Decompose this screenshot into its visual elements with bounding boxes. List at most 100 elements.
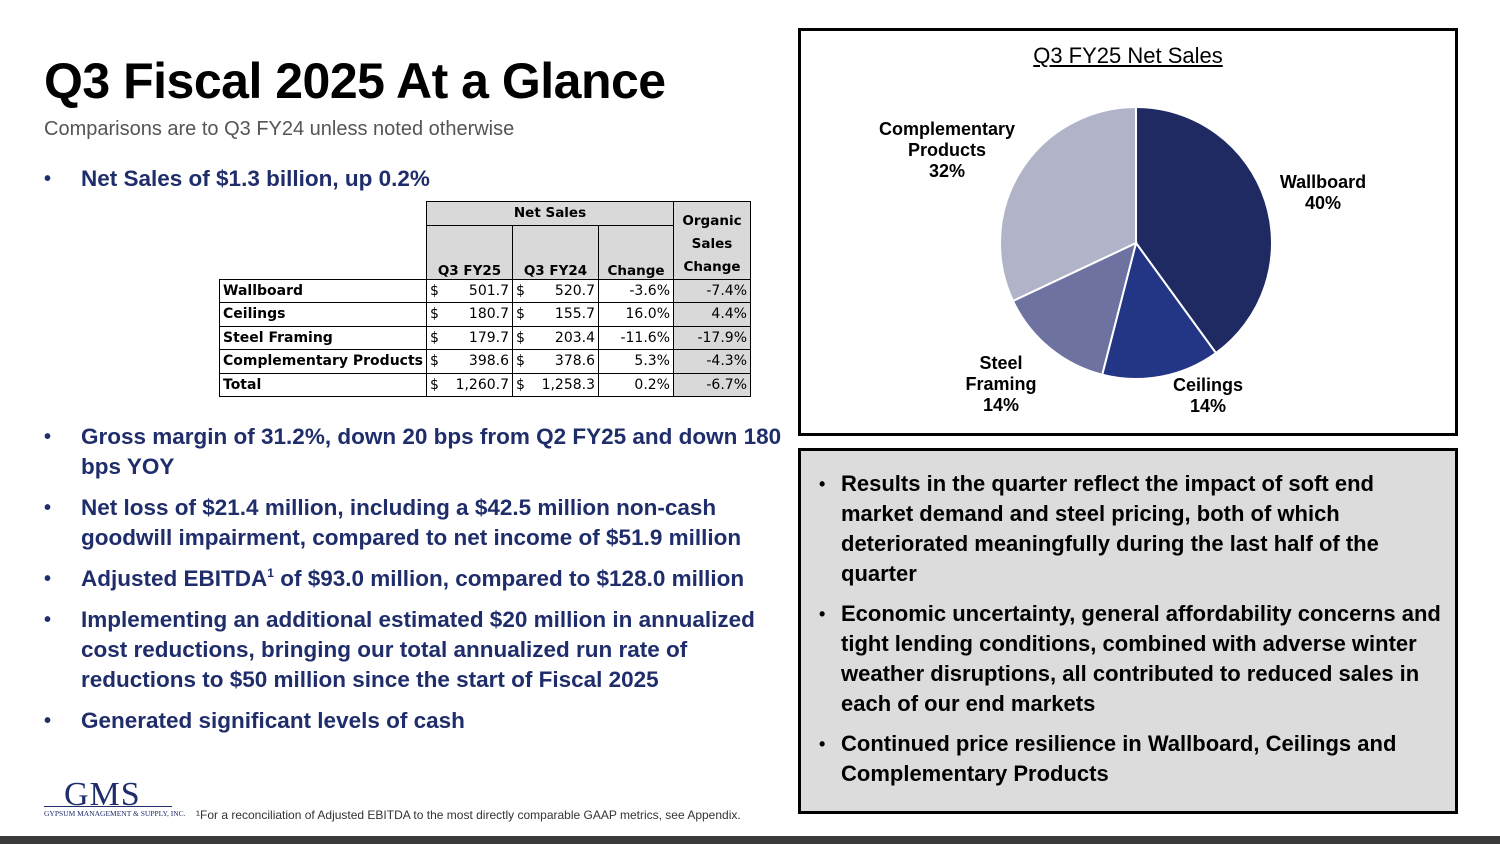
cell-value: 1,258.3 — [541, 376, 595, 393]
chart-title: Q3 FY25 Net Sales — [1033, 43, 1223, 68]
cell-value: Complementary Products — [223, 353, 423, 370]
cell-value: 378.6 — [554, 353, 595, 370]
cell-change: -11.6% — [598, 325, 674, 350]
pie-slice-wallboard — [1135, 105, 1273, 355]
pie-label-wallboard: Wallboard 40% — [1280, 172, 1366, 213]
currency-symbol: $ — [516, 306, 525, 323]
table-row: Steel Framing $179.7 $203.4 -11.6% -17.9% — [219, 325, 751, 350]
table-row: Ceilings $180.7 $155.7 16.0% 4.4% — [219, 302, 751, 327]
cell-value: 203.4 — [554, 329, 595, 346]
bullet-dot-icon: • — [44, 497, 52, 519]
cell-organic-change: -17.9% — [673, 325, 751, 350]
cell-q3-fy25: $180.7 — [426, 302, 513, 327]
bullet-text: Gross margin of 31.2%, down 20 bps from … — [81, 424, 782, 479]
currency-symbol: $ — [430, 376, 439, 393]
table-row: Wallboard $501.7 $520.7 -3.6% -7.4% — [219, 278, 751, 303]
cell-value: 5.3% — [634, 353, 670, 370]
cell-q3-fy25: $1,260.7 — [426, 372, 513, 397]
page-subtitle: Comparisons are to Q3 FY24 unless noted … — [44, 118, 515, 140]
net-sales-pie-chart: Wallboard 40%Ceilings 14%Steel Framing 14%Co… — [879, 105, 1366, 416]
bullet-net-sales: • Net Sales of $1.3 billion, up 0.2% — [44, 164, 644, 194]
bullet-dot-icon: • — [819, 604, 826, 624]
bullet-adjusted-ebitda: • Adjusted EBITDA1 of $93.0 million, comp… — [44, 564, 789, 594]
cell-value: 180.7 — [468, 306, 509, 323]
pie-slice-complementary-products — [999, 105, 1137, 303]
commentary-panel: • Results in the quarter reflect the impa… — [798, 448, 1458, 814]
cell-value: Total — [223, 376, 262, 393]
currency-symbol: $ — [430, 306, 439, 323]
net-sales-chart-panel: Q3 FY25 Net Sales Wallboard 40% Ceilings 14… — [798, 28, 1458, 436]
bullet-cash-generation: • Generated significant levels of cash — [44, 706, 789, 736]
page-title: Q3 Fiscal 2025 At a Glance — [44, 53, 666, 109]
cell-value: 398.6 — [468, 353, 509, 370]
row-label: Ceilings — [219, 302, 427, 327]
net-sales-group-header: Net Sales — [426, 201, 674, 226]
pie-label-text: Ceilings — [1173, 375, 1243, 395]
currency-symbol: $ — [430, 353, 439, 370]
cell-value: -11.6% — [620, 329, 670, 346]
cell-value: -17.9% — [697, 329, 747, 346]
pie-label-percent: 40% — [1305, 193, 1341, 213]
cell-organic-change: -7.4% — [673, 278, 751, 303]
cell-value: 155.7 — [554, 306, 595, 323]
column-header-change: Change — [598, 224, 674, 280]
organic-sales-change-header: Organic Sales Change — [673, 201, 751, 280]
currency-symbol: $ — [430, 329, 439, 346]
cell-change: 0.2% — [598, 372, 674, 397]
row-label: Steel Framing — [219, 325, 427, 350]
pie-label-text: Steel — [979, 353, 1022, 373]
currency-symbol: $ — [430, 282, 439, 299]
pie-label-text: Complementary — [879, 119, 1015, 139]
cell-q3-fy25: $501.7 — [426, 278, 513, 303]
cell-value: 0.2% — [634, 376, 670, 393]
cell-value: Ceilings — [223, 306, 286, 323]
commentary-list: • Results in the quarter reflect the impa… — [819, 469, 1441, 799]
logo-tagline: GYPSUM MANAGEMENT & SUPPLY, INC. — [44, 809, 186, 818]
commentary-text: Continued price resilience in Wallboard,… — [841, 731, 1397, 786]
logo-rule — [44, 806, 172, 807]
pie-slice-ceilings — [1100, 240, 1218, 380]
row-label: Wallboard — [219, 278, 427, 303]
commentary-item: • Results in the quarter reflect the impa… — [819, 469, 1441, 589]
organic-header-line-3: Change — [683, 258, 741, 275]
table-row: Total $1,260.7 $1,258.3 0.2% -6.7% — [219, 372, 751, 397]
cell-value: 1,260.7 — [455, 376, 509, 393]
cell-value: -6.7% — [706, 376, 747, 393]
cell-value: 501.7 — [468, 282, 509, 299]
bullet-dot-icon: • — [44, 609, 52, 631]
cell-q3-fy25: $179.7 — [426, 325, 513, 350]
highlights-bullet-list: • Gross margin of 31.2%, down 20 bps from… — [44, 422, 789, 747]
footnote: ¹For a reconciliation of Adjusted EBITDA… — [196, 808, 741, 822]
bullet-dot-icon: • — [819, 734, 826, 754]
bullet-dot-icon: • — [44, 710, 52, 732]
column-header-q3-fy24: Q3 FY24 — [512, 224, 599, 280]
bullet-gross-margin: • Gross margin of 31.2%, down 20 bps from… — [44, 422, 789, 482]
table-corner — [220, 225, 427, 279]
bullet-dot-icon: • — [44, 426, 52, 448]
cell-q3-fy24: $203.4 — [512, 325, 599, 350]
row-label: Total — [219, 372, 427, 397]
pie-label-percent: 14% — [983, 395, 1019, 415]
column-header-q3-fy25: Q3 FY25 — [426, 224, 513, 280]
bullet-dot-icon: • — [44, 568, 52, 590]
table-corner — [220, 202, 427, 226]
net-sales-table: Net Sales Organic Sales Change Q3 FY25 Q… — [219, 201, 751, 397]
pie-label-complementary-products: Complementary Products 32% — [879, 119, 1015, 181]
bullet-net-loss: • Net loss of $21.4 million, including a … — [44, 493, 789, 553]
cell-organic-change: -4.3% — [673, 349, 751, 374]
net-sales-bullet-list: • Net Sales of $1.3 billion, up 0.2% — [44, 164, 644, 205]
commentary-text: Economic uncertainty, general affordabil… — [841, 601, 1441, 716]
cell-value: -4.3% — [706, 353, 747, 370]
bullet-dot-icon: • — [44, 168, 52, 190]
cell-q3-fy25: $398.6 — [426, 349, 513, 374]
bullet-text: Adjusted EBITDA — [81, 566, 268, 591]
currency-symbol: $ — [516, 329, 525, 346]
table-body: Wallboard $501.7 $520.7 -3.6% -7.4% Ceilings $… — [219, 278, 751, 397]
commentary-item: • Economic uncertainty, general affordabi… — [819, 599, 1441, 719]
cell-value: 520.7 — [554, 282, 595, 299]
pie-slice-steel-framing — [1011, 241, 1138, 376]
cell-change: 16.0% — [598, 302, 674, 327]
pie-label-text: Products — [908, 140, 986, 160]
cell-change: 5.3% — [598, 349, 674, 374]
commentary-item: • Continued price resilience in Wallboard… — [819, 729, 1441, 789]
